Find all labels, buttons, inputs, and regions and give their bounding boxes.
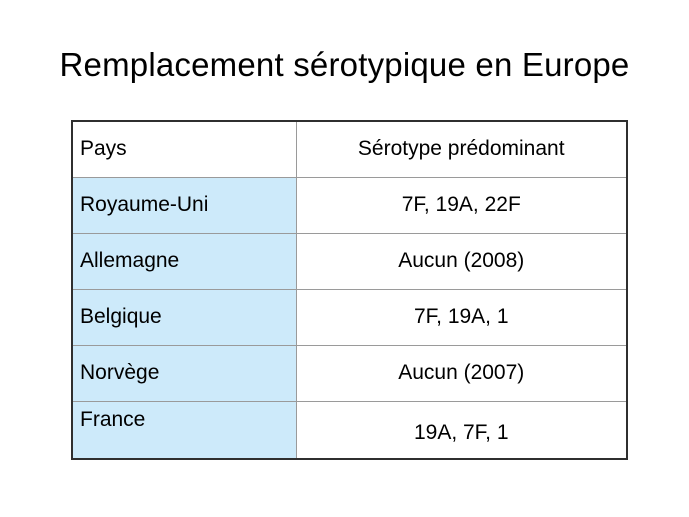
table-row: Royaume-Uni 7F, 19A, 22F	[71, 176, 628, 234]
table-row: Norvège Aucun (2007)	[71, 344, 628, 402]
country-cell: Norvège	[71, 344, 297, 402]
serotype-cell: 7F, 19A, 1	[295, 288, 628, 346]
serotype-cell: 7F, 19A, 22F	[295, 176, 628, 234]
serotype-table: Pays Sérotype prédominant Royaume-Uni 7F…	[71, 120, 628, 460]
country-cell: Belgique	[71, 288, 297, 346]
header-serotype: Sérotype prédominant	[295, 120, 628, 178]
serotype-cell: Aucun (2007)	[295, 344, 628, 402]
header-country: Pays	[71, 120, 297, 178]
table-row: Belgique 7F, 19A, 1	[71, 288, 628, 346]
table-row: Allemagne Aucun (2008)	[71, 232, 628, 290]
country-cell: France	[71, 400, 297, 460]
table-header-row: Pays Sérotype prédominant	[71, 120, 628, 178]
slide-title: Remplacement sérotypique en Europe	[59, 46, 630, 83]
table-row: France 19A, 7F, 1	[71, 400, 628, 460]
country-cell: Royaume-Uni	[71, 176, 297, 234]
serotype-cell: 19A, 7F, 1	[295, 400, 628, 460]
serotype-cell: Aucun (2008)	[295, 232, 628, 290]
country-cell: Allemagne	[71, 232, 297, 290]
